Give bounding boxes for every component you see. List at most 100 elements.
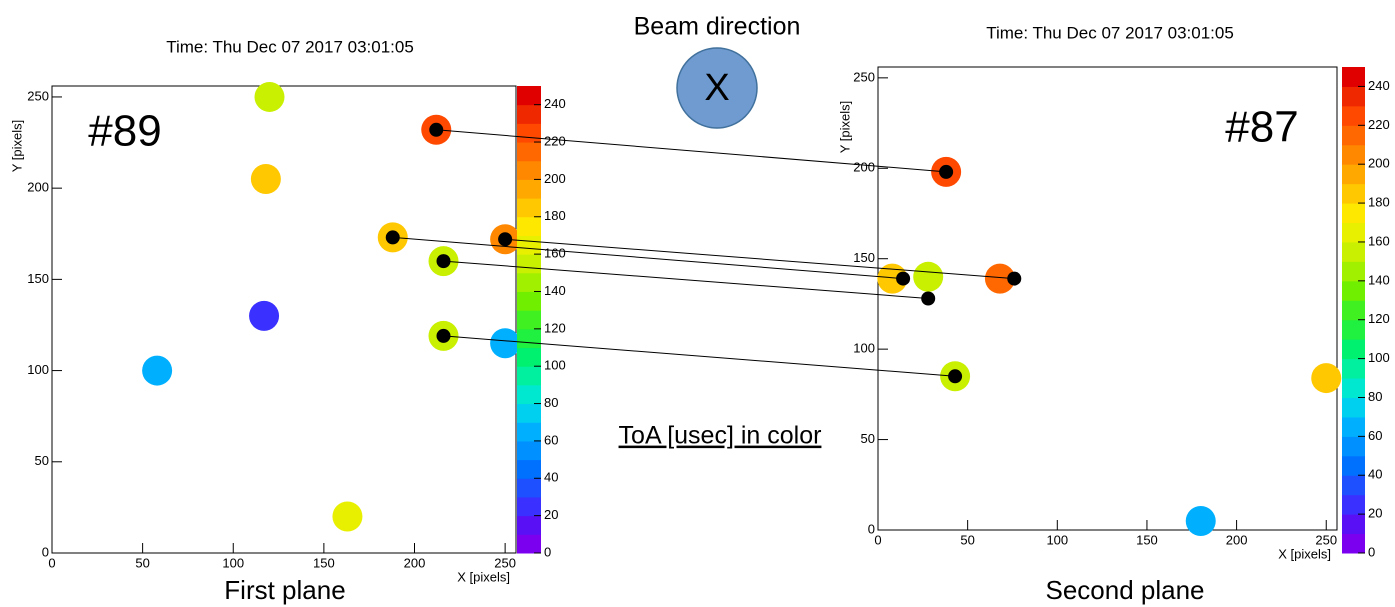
colorbar-band [517,459,541,479]
colorbar-band [517,310,541,330]
hit-cluster [1185,505,1216,536]
hit-cluster [877,263,908,294]
y-tick-label: 250 [853,69,875,84]
colorbar-band [517,179,541,199]
colorbar-tick-label: 240 [1368,78,1390,93]
x-tick-label: 100 [1046,532,1068,547]
colorbar-tick-label: 120 [544,320,566,335]
colorbar-band [1342,358,1365,379]
beam-circle [676,47,758,129]
y-tick-label: 0 [868,521,875,536]
colorbar-tick-label: 220 [1368,117,1390,132]
colorbar-tick-label: 140 [544,283,566,298]
match-link [443,335,956,377]
colorbar-band [1342,475,1365,496]
colorbar-tick-label: 120 [1368,311,1390,326]
colorbar-band [517,198,541,218]
colorbar-band [1342,514,1365,535]
y-tick-label: 50 [35,453,49,468]
colorbar-band [1342,416,1365,437]
colorbar-tick-label: 40 [544,470,558,485]
colorbar-band [1342,533,1365,554]
plane-label-bg [70,99,180,165]
colorbar-tick-label: 100 [544,358,566,373]
colorbar-band [517,534,541,554]
colorbar-band [517,496,541,517]
colorbar-band [517,440,541,461]
colorbar-band [1342,261,1365,282]
colorbar-band [1342,203,1365,224]
plane-label-bg [1207,95,1317,161]
colorbar-tick-label: 100 [1368,350,1390,365]
x-tick-label: 250 [1315,532,1337,547]
colorbar-band [1342,164,1365,185]
hit-cluster [984,263,1015,294]
x-tick-label: 200 [404,555,426,570]
y-tick-label: 150 [27,271,49,286]
colorbar-tick-label: 240 [544,96,566,111]
colorbar-tick-label: 60 [1368,428,1382,443]
colorbar-band [517,384,541,405]
x-tick-label: 0 [874,532,881,547]
hit-cluster [142,355,173,386]
colorbar-band [517,347,541,367]
colorbar-band [517,403,541,423]
hit-cluster [913,261,944,292]
plane-caption: First plane [224,575,345,605]
plot-title: Time: Thu Dec 07 2017 03:01:05 [166,37,414,56]
y-tick-label: 100 [853,341,875,356]
colorbar-band [517,160,541,180]
x-tick-label: 150 [1136,532,1158,547]
match-link [392,236,904,280]
colorbar-tick-label: 20 [1368,506,1382,521]
y-tick-label: 0 [42,544,49,559]
match-link [443,260,929,299]
colorbar-tick-label: 80 [1368,389,1382,404]
x-axis-label: X [pixels] [1278,546,1331,561]
colorbar-band [517,422,541,442]
colorbar-tick-label: 180 [1368,195,1390,210]
colorbar-band [517,272,541,292]
colorbar-tick-label: 200 [544,171,566,186]
y-axis-label: Y [pixels] [837,101,852,154]
colorbar-band [517,366,541,386]
x-axis-label: X [pixels] [457,569,510,584]
colorbar-tick-label: 140 [1368,272,1390,287]
colorbar-band [517,216,541,236]
colorbar-band [517,254,541,274]
hit-cluster [490,328,521,359]
hit-cluster [1311,363,1342,394]
colorbar-tick-label: 0 [544,544,551,559]
colorbar-tick-label: 160 [544,246,566,261]
x-tick-label: 150 [313,555,335,570]
x-tick-label: 0 [48,555,55,570]
colorbar-band [1342,378,1365,398]
colorbar-band [517,291,541,311]
x-tick-label: 250 [494,555,516,570]
colorbar-band [1342,67,1365,87]
match-link [505,238,1015,280]
colorbar-band [1342,436,1365,457]
match-link [436,129,947,173]
plane-label: #89 [88,107,161,156]
plane-caption: Second plane [1045,575,1204,605]
colorbar-tick-label: 0 [1368,544,1375,559]
color-note: ToA [usec] in color [619,422,822,450]
hit-cluster [250,164,281,195]
plane-label: #87 [1225,103,1298,152]
y-tick-label: 150 [853,250,875,265]
y-axis-label: Y [pixels] [9,120,24,173]
y-tick-label: 50 [861,431,875,446]
x-tick-label: 50 [960,532,974,547]
y-tick-label: 200 [853,160,875,175]
colorbar-band [1342,397,1365,418]
y-tick-label: 200 [27,180,49,195]
colorbar-band [517,515,541,535]
colorbar-band [1342,125,1365,146]
x-tick-label: 200 [1226,532,1248,547]
colorbar-band [517,86,541,106]
colorbar-tick-label: 80 [544,395,558,410]
colorbar-tick-label: 200 [1368,156,1390,171]
beam-symbol: X [704,67,729,109]
